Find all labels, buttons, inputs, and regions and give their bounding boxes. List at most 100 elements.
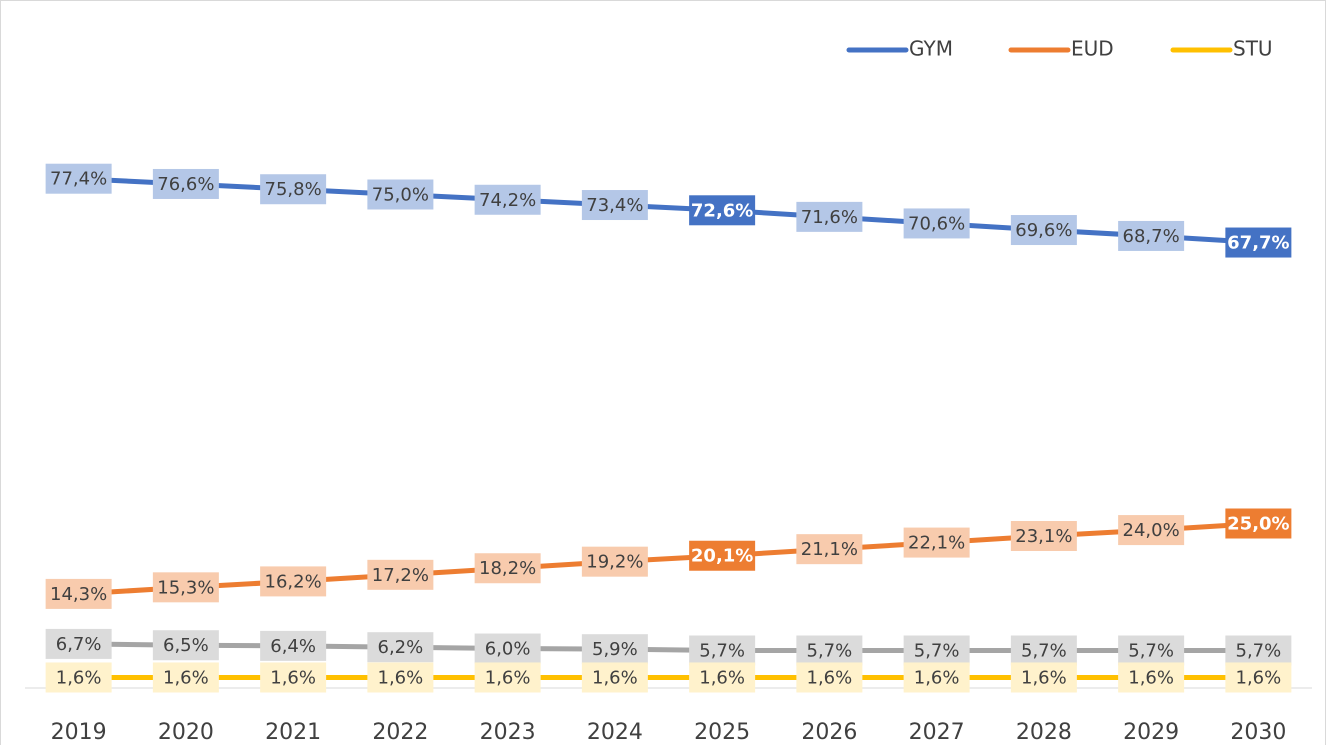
x-tick-label: 2029 — [1123, 720, 1179, 745]
data-label-box — [45, 662, 112, 693]
x-tick-label: 2026 — [801, 720, 857, 745]
data-label: 1,6% — [914, 667, 960, 688]
data-label: 71,6% — [801, 207, 858, 228]
data-label: 75,0% — [372, 185, 429, 206]
data-label: 77,4% — [50, 169, 107, 190]
data-label: 1,6% — [1128, 667, 1174, 688]
data-label: 18,2% — [479, 558, 536, 579]
data-label: 67,7% — [1227, 233, 1289, 254]
data-label-box — [1010, 635, 1077, 666]
data-label-box — [689, 540, 756, 571]
data-label-box — [581, 662, 648, 693]
data-label-box — [152, 168, 219, 199]
data-label: 20,1% — [691, 546, 753, 567]
data-label-box — [260, 174, 327, 205]
x-tick-label: 2024 — [587, 720, 643, 745]
data-label: 74,2% — [479, 190, 536, 211]
x-tick-label: 2030 — [1230, 720, 1286, 745]
data-label: 5,9% — [592, 639, 638, 660]
data-label: 16,2% — [265, 571, 322, 592]
x-tick-label: 2020 — [158, 720, 214, 745]
x-tick-label: 2025 — [694, 720, 750, 745]
data-label-box — [581, 546, 648, 577]
data-label-box — [689, 195, 756, 226]
data-label: 5,7% — [914, 640, 960, 661]
data-label-box — [367, 559, 434, 590]
data-label: 1,6% — [592, 667, 638, 688]
data-label-box — [367, 632, 434, 663]
data-label: 6,4% — [270, 636, 316, 657]
data-label-box — [1010, 215, 1077, 246]
data-label: 1,6% — [485, 667, 531, 688]
data-label: 19,2% — [586, 552, 643, 573]
data-label-box — [796, 534, 863, 565]
data-label-box — [474, 553, 541, 584]
data-label: 5,7% — [1236, 640, 1282, 661]
data-label-box — [1225, 662, 1292, 693]
data-label-box — [45, 163, 112, 194]
data-label: 21,1% — [801, 539, 858, 560]
data-label: 24,0% — [1123, 520, 1180, 541]
data-label-box — [260, 566, 327, 597]
data-label-box — [796, 201, 863, 232]
data-label: 5,7% — [807, 640, 853, 661]
data-label-box — [474, 633, 541, 664]
data-label: 1,6% — [1021, 667, 1067, 688]
data-label: 76,6% — [157, 174, 214, 195]
data-label: 69,6% — [1015, 220, 1072, 241]
data-label: 68,7% — [1123, 226, 1180, 247]
data-label: 1,6% — [378, 667, 424, 688]
data-label: 23,1% — [1015, 526, 1072, 547]
data-label-box — [474, 662, 541, 693]
data-label-box — [474, 184, 541, 215]
data-label-box — [903, 527, 970, 558]
data-label-box — [260, 630, 327, 661]
data-label: 14,3% — [50, 584, 107, 605]
data-label: 5,7% — [1128, 640, 1174, 661]
data-label: 1,6% — [163, 667, 209, 688]
data-label-box — [796, 635, 863, 666]
data-label-box — [152, 662, 219, 693]
series-line — [78, 176, 1259, 246]
data-label-box — [45, 628, 112, 659]
data-label-box — [903, 662, 970, 693]
x-tick-label: 2028 — [1016, 720, 1072, 745]
data-label: 1,6% — [807, 667, 853, 688]
data-label: 1,6% — [270, 667, 316, 688]
data-label: 73,4% — [586, 195, 643, 216]
series-line — [78, 641, 1259, 653]
x-tick-label: 2023 — [480, 720, 536, 745]
data-label: 15,3% — [157, 577, 214, 598]
x-tick-label: 2027 — [909, 720, 965, 745]
data-label-box — [367, 662, 434, 693]
data-label: 1,6% — [56, 667, 102, 688]
data-label-box — [1225, 508, 1292, 539]
x-tick-label: 2019 — [51, 720, 107, 745]
series-line — [78, 521, 1259, 597]
data-label-box — [903, 208, 970, 239]
data-label-box — [1010, 662, 1077, 693]
x-tick-label: 2022 — [372, 720, 428, 745]
data-label: 22,1% — [908, 533, 965, 554]
data-label-box — [581, 634, 648, 665]
data-label-box — [581, 190, 648, 221]
data-label: 1,6% — [1236, 667, 1282, 688]
legend-label: STU — [1233, 37, 1273, 61]
data-label: 70,6% — [908, 213, 965, 234]
data-label-box — [796, 662, 863, 693]
data-label-box — [1225, 227, 1292, 258]
data-label-box — [1225, 635, 1292, 666]
data-label: 17,2% — [372, 565, 429, 586]
data-label: 6,5% — [163, 635, 209, 656]
data-label: 6,2% — [378, 637, 424, 658]
data-label: 25,0% — [1227, 514, 1289, 535]
data-label-box — [1118, 635, 1185, 666]
data-label-box — [1118, 662, 1185, 693]
data-label: 1,6% — [699, 667, 745, 688]
data-label: 6,0% — [485, 639, 531, 660]
data-label: 72,6% — [691, 200, 753, 221]
data-label: 5,7% — [699, 640, 745, 661]
data-label-box — [367, 179, 434, 210]
data-label-box — [1118, 515, 1185, 546]
